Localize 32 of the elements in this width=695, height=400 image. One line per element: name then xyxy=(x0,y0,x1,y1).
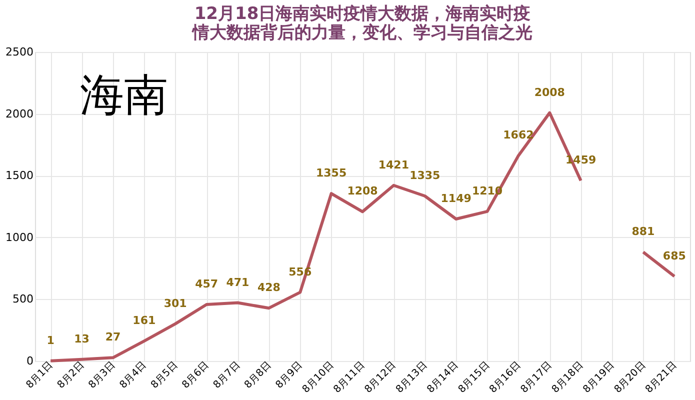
data-label: 1662 xyxy=(503,128,534,142)
data-label: 161 xyxy=(132,314,156,328)
x-tick-label: 8月2日 xyxy=(56,360,87,391)
x-tick-label: 8月6日 xyxy=(180,360,212,391)
chart-title: 12月18日海南实时疫情大数据，海南实时疫情大数据背后的力量，变化、学习与自信之光 xyxy=(192,4,532,43)
data-label: 1335 xyxy=(410,168,440,182)
y-tick-label: 1000 xyxy=(6,230,34,244)
data-label: 301 xyxy=(164,296,187,310)
x-tick-label: 8月7日 xyxy=(212,360,242,391)
data-label: 2008 xyxy=(534,86,565,99)
data-label: 428 xyxy=(257,281,280,294)
data-label: 457 xyxy=(195,278,218,291)
data-label: 1208 xyxy=(347,184,378,198)
data-label: 471 xyxy=(226,276,250,289)
y-tick-label: 0 xyxy=(26,354,34,368)
data-label: 27 xyxy=(105,330,121,344)
data-label: 1 xyxy=(46,334,54,347)
x-tick-label: 8月8日 xyxy=(242,360,274,391)
x-tick-label: 8月4日 xyxy=(118,360,149,391)
annotation: 海南 xyxy=(80,70,168,121)
data-label: 685 xyxy=(662,249,686,262)
y-tick-label: 2500 xyxy=(6,46,34,58)
data-label: 881 xyxy=(632,225,655,238)
data-label: 1355 xyxy=(316,166,347,180)
data-label: 1421 xyxy=(378,158,410,172)
data-label: 13 xyxy=(74,332,90,346)
y-tick-label: 2000 xyxy=(6,107,34,120)
x-tick-label: 8月3日 xyxy=(86,360,118,391)
y-tick-label: 1500 xyxy=(6,169,34,182)
y-tick-label: 500 xyxy=(12,292,34,306)
data-label: 1149 xyxy=(440,192,472,205)
x-tick-label: 8月5日 xyxy=(149,360,180,391)
